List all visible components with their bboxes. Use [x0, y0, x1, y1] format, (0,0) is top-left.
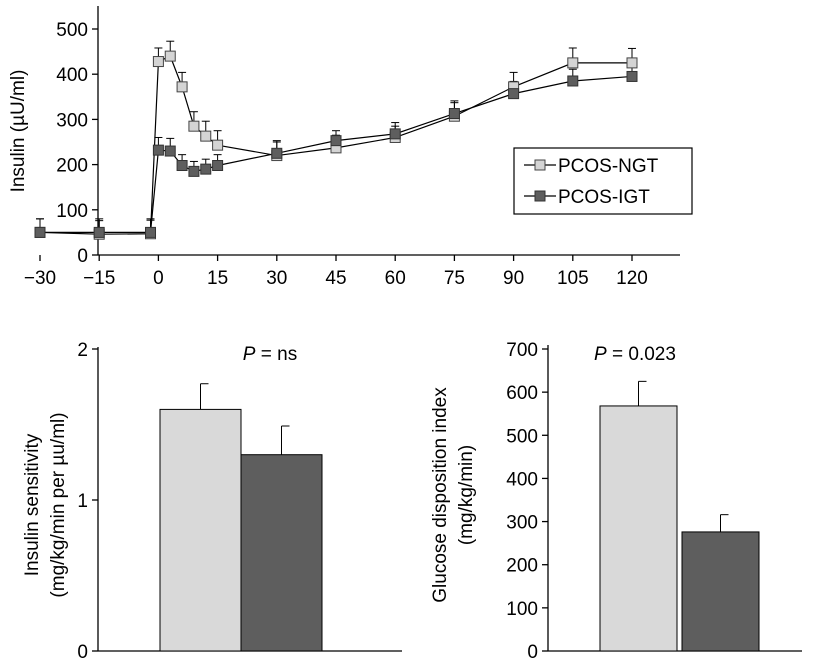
br-p-symbol: P	[594, 344, 607, 365]
legend-marker-ngt	[534, 159, 546, 171]
br-y-tick-label: 200	[506, 556, 538, 577]
br-bars	[599, 380, 760, 652]
top-x-tick-label: 60	[385, 268, 406, 289]
legend: PCOS-NGT PCOS-IGT	[513, 147, 693, 215]
data-point-igt	[164, 145, 176, 157]
br-bar-ngt	[599, 405, 678, 652]
top-y-tick-label: 200	[56, 156, 88, 177]
bl-bars	[159, 383, 323, 652]
data-point-igt	[145, 226, 157, 238]
data-point-ngt	[212, 139, 224, 151]
data-point-ngt	[152, 56, 164, 68]
br-y-tick-label: 600	[506, 383, 538, 404]
top-series-layer	[34, 40, 638, 240]
top-y-axis-label: Insulin (µU/ml)	[8, 70, 29, 193]
bl-bar-ngt	[159, 408, 242, 652]
insulin-sensitivity-chart: Insulin sensitivity (mg/kg/min per µu/ml…	[22, 340, 402, 662]
data-point-igt	[389, 128, 401, 140]
data-point-igt	[152, 144, 164, 156]
bl-y-tick-label: 1	[77, 491, 88, 512]
data-point-igt	[188, 165, 200, 177]
series-line-igt	[40, 75, 633, 233]
top-x-tick-label: 45	[325, 268, 346, 289]
top-x-tick-label: 30	[266, 268, 287, 289]
glucose-disposition-chart: Glucose disposition index (mg/kg/min) P …	[430, 340, 802, 662]
br-p-value: = 0.023	[607, 344, 676, 365]
data-point-igt	[330, 135, 342, 147]
bl-axes: 0 1 2	[77, 340, 402, 662]
data-point-ngt	[567, 57, 579, 69]
data-point-ngt	[176, 81, 188, 93]
br-y-tick-label: 500	[506, 426, 538, 447]
legend-marker-igt	[534, 190, 546, 202]
top-x-tick-label: 75	[444, 268, 465, 289]
bl-p-value: = ns	[255, 344, 297, 365]
bl-bar-igt	[240, 454, 323, 652]
top-x-tick-label: −30	[24, 268, 56, 289]
bl-y-axis-label-line1: Insulin sensitivity	[22, 433, 43, 576]
top-x-tick-label: −15	[83, 268, 115, 289]
data-point-ngt	[188, 120, 200, 132]
top-x-tick-label: 120	[616, 268, 648, 289]
data-point-igt	[626, 70, 638, 82]
br-y-tick-label: 700	[506, 340, 538, 361]
data-point-igt	[200, 163, 212, 175]
data-point-igt	[34, 226, 46, 238]
bl-p-symbol: P	[243, 344, 256, 365]
br-bar-igt	[681, 531, 760, 652]
bl-y-axis-label-line2: (mg/kg/min per µu/ml)	[48, 412, 69, 597]
br-y-tick-label: 300	[506, 513, 538, 534]
br-y-axis-label-line1: Glucose disposition index	[430, 387, 451, 603]
top-y-tick-label: 100	[56, 201, 88, 222]
br-y-tick-label: 400	[506, 469, 538, 490]
top-x-tick-label: 0	[153, 268, 164, 289]
br-y-axis-label-line2: (mg/kg/min)	[456, 445, 477, 545]
data-point-ngt	[626, 57, 638, 69]
br-axes: 0 100 200 300 400 500 600 700	[506, 340, 802, 662]
data-point-ngt	[200, 130, 212, 142]
data-point-igt	[448, 108, 460, 120]
bl-y-tick-label: 2	[77, 340, 88, 361]
top-x-tick-label: 15	[207, 268, 228, 289]
top-y-tick-label: 0	[77, 246, 88, 267]
bl-p-annotation: P = ns	[243, 344, 297, 365]
legend-label-ngt: PCOS-NGT	[558, 156, 659, 177]
top-y-tick-label: 500	[56, 20, 88, 41]
data-point-igt	[508, 88, 520, 100]
data-point-igt	[212, 160, 224, 172]
br-y-tick-label: 0	[527, 642, 538, 662]
top-x-tick-label: 90	[503, 268, 524, 289]
legend-label-igt: PCOS-IGT	[558, 187, 650, 208]
data-point-ngt	[164, 50, 176, 62]
data-point-igt	[176, 160, 188, 172]
data-point-igt	[567, 75, 579, 87]
top-y-tick-label: 400	[56, 65, 88, 86]
top-x-tick-label: 105	[557, 268, 589, 289]
data-point-igt	[271, 147, 283, 159]
top-y-tick-label: 300	[56, 110, 88, 131]
br-y-tick-label: 100	[506, 599, 538, 620]
data-point-igt	[93, 226, 105, 238]
br-p-annotation: P = 0.023	[594, 344, 676, 365]
legend-box	[513, 147, 693, 215]
bl-y-tick-label: 0	[77, 642, 88, 662]
